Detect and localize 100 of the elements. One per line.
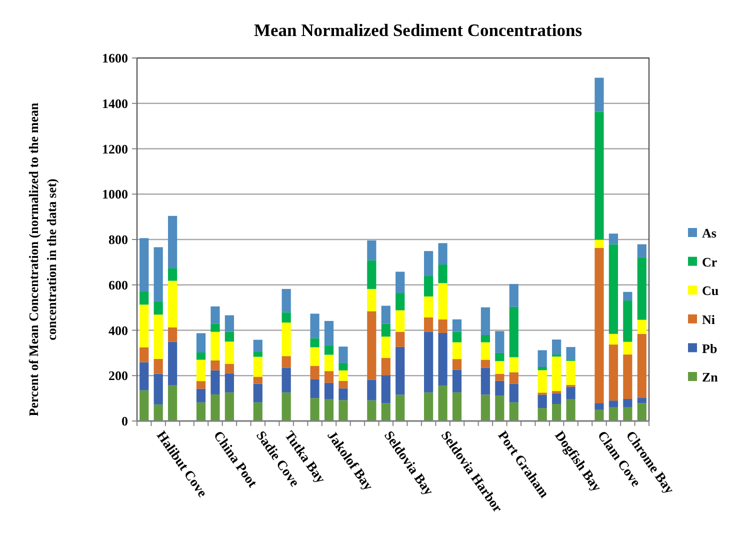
bar xyxy=(438,283,448,320)
bar xyxy=(495,396,504,421)
bar xyxy=(338,346,348,363)
bar xyxy=(196,333,206,352)
legend-label: Pb xyxy=(702,340,718,356)
bar xyxy=(538,350,547,368)
bar xyxy=(338,370,348,381)
bar xyxy=(594,403,604,410)
bar xyxy=(594,78,604,112)
bar xyxy=(480,360,490,368)
bar xyxy=(282,312,291,323)
bar xyxy=(381,375,390,404)
bar xyxy=(594,112,604,240)
bar xyxy=(637,334,646,398)
bar xyxy=(210,370,220,394)
y-tick-label: 1600 xyxy=(102,50,128,66)
bar xyxy=(438,264,448,284)
bar xyxy=(224,373,234,392)
legend-label: Ni xyxy=(702,312,716,327)
bar xyxy=(140,362,149,390)
bar xyxy=(509,372,518,384)
bar xyxy=(538,370,547,393)
y-tick-label: 1200 xyxy=(102,141,128,156)
bar xyxy=(566,386,576,399)
bar xyxy=(324,345,334,355)
bar xyxy=(154,301,163,315)
bar xyxy=(438,319,448,333)
y-tick-label: 1000 xyxy=(102,186,128,202)
bar xyxy=(168,280,178,328)
bar xyxy=(210,332,220,360)
bar xyxy=(381,306,390,324)
bar xyxy=(154,247,163,302)
bar xyxy=(509,402,518,421)
bar xyxy=(367,260,376,289)
bar xyxy=(480,307,490,336)
bar xyxy=(154,374,163,404)
bar xyxy=(310,338,320,348)
bar xyxy=(367,380,376,400)
bar xyxy=(608,407,618,421)
bar xyxy=(438,243,448,264)
bar xyxy=(224,342,234,364)
bar xyxy=(424,332,434,392)
bar xyxy=(253,340,262,352)
bar xyxy=(552,340,562,355)
bar xyxy=(367,240,376,260)
bar xyxy=(509,384,518,402)
bar xyxy=(637,403,646,421)
chart-title: Mean Normalized Sediment Concentrations xyxy=(254,20,582,40)
bar xyxy=(196,388,206,402)
bar xyxy=(594,248,604,404)
bar xyxy=(140,238,149,292)
bar xyxy=(396,394,405,421)
bar xyxy=(495,331,504,353)
bar xyxy=(253,356,262,377)
bar xyxy=(538,394,547,408)
bar xyxy=(396,293,405,310)
bar xyxy=(224,364,234,374)
bar xyxy=(282,368,291,392)
bar xyxy=(623,342,632,355)
bar xyxy=(168,216,178,268)
bar xyxy=(637,320,646,334)
bar xyxy=(154,404,163,421)
bar xyxy=(196,402,206,421)
bar xyxy=(224,392,234,421)
bar xyxy=(324,320,334,346)
bar xyxy=(480,342,490,360)
bar xyxy=(196,360,206,382)
bar xyxy=(509,357,518,372)
y-axis-title: Percent of Mean Concentration (normalized to the mean concentration in the data set) xyxy=(26,102,59,416)
bar xyxy=(452,370,462,392)
bar xyxy=(495,380,504,396)
bar xyxy=(253,384,262,402)
bar xyxy=(594,410,604,421)
bar xyxy=(623,407,632,421)
bar xyxy=(566,398,576,421)
bar xyxy=(381,336,390,358)
bar xyxy=(623,300,632,342)
bar xyxy=(608,334,618,345)
bar xyxy=(538,408,547,421)
bar xyxy=(324,398,334,421)
bar xyxy=(566,347,576,360)
bar xyxy=(310,379,320,398)
bar xyxy=(495,361,504,374)
bar xyxy=(424,392,434,421)
bar xyxy=(210,394,220,421)
bar xyxy=(253,376,262,384)
bar xyxy=(324,371,334,383)
y-tick-label: 400 xyxy=(108,322,128,338)
bar xyxy=(338,362,348,370)
bar xyxy=(623,292,632,301)
bar xyxy=(552,404,562,421)
bar xyxy=(452,392,462,421)
bar xyxy=(367,288,376,312)
bar xyxy=(367,400,376,421)
bar xyxy=(566,360,576,385)
bar xyxy=(154,358,163,374)
bar xyxy=(140,347,149,362)
legend-label: As xyxy=(702,226,716,241)
bar xyxy=(452,359,462,370)
y-tick-label: 1400 xyxy=(102,96,128,111)
